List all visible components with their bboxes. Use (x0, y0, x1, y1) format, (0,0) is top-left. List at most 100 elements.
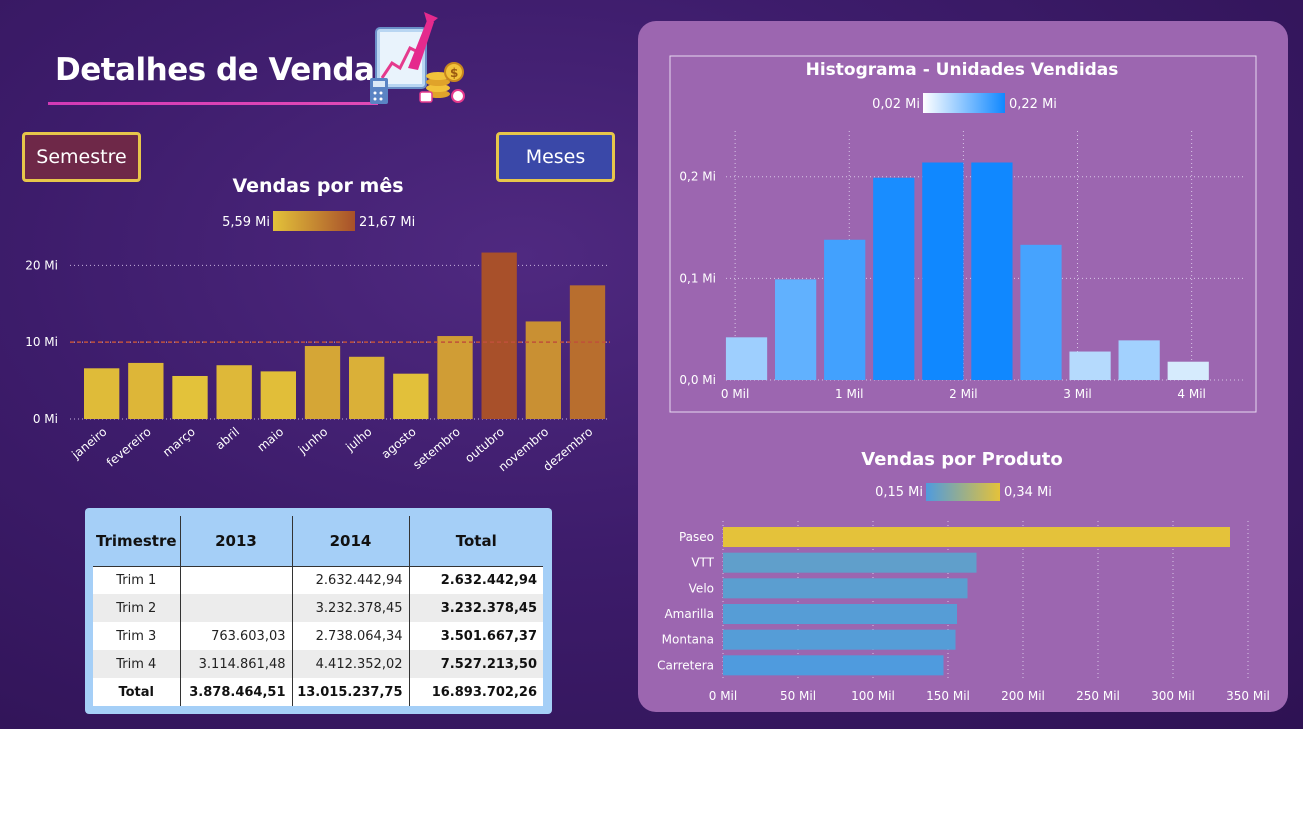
table-row[interactable]: Trim 4 3.114.861,48 4.412.352,02 7.527.2… (93, 650, 543, 678)
x-tick-label: 1 Mil (835, 387, 863, 401)
x-tick-label: 100 Mil (851, 689, 895, 703)
x-tick-label: 150 Mil (926, 689, 970, 703)
histogram-bar[interactable] (971, 162, 1013, 380)
cell-total: 3.501.667,37 (408, 622, 543, 650)
x-tick-label: 2 Mil (949, 387, 977, 401)
column-header-2013[interactable]: 2013 (179, 516, 292, 567)
histogram-legend-max-label: 0,22 Mi (1009, 97, 1057, 112)
cell-2014: 2.632.442,94 (291, 566, 409, 594)
column-header-total[interactable]: Total (408, 516, 543, 567)
histogram-frame (669, 55, 1257, 413)
y-tick-label: 0,0 Mi (679, 373, 716, 387)
row-label: Trim 4 (93, 650, 180, 678)
cell-2014: 3.232.378,45 (291, 594, 409, 622)
bar-vtt[interactable] (723, 552, 977, 573)
cell-2014: 4.412.352,02 (291, 650, 409, 678)
row-label: Trim 1 (93, 566, 180, 594)
cell-total: 7.527.213,50 (408, 650, 543, 678)
x-tick-label: 3 Mil (1063, 387, 1091, 401)
table-total-row[interactable]: Total 3.878.464,51 13.015.237,75 16.893.… (93, 678, 543, 706)
cell-2014: 2.738.064,34 (291, 622, 409, 650)
bar-janeiro[interactable] (84, 368, 120, 419)
histogram-bar[interactable] (873, 177, 915, 380)
monthly-chart-title: Vendas por mês (232, 175, 403, 197)
bar-março[interactable] (172, 375, 208, 419)
column-header-2014[interactable]: 2014 (291, 516, 409, 567)
total-grand: 16.893.702,26 (408, 678, 543, 706)
x-tick-label: 0 Mil (721, 387, 749, 401)
y-tick-label: 0,2 Mi (679, 170, 716, 184)
x-tick-label: 250 Mil (1076, 689, 1120, 703)
x-tick-label: março (160, 425, 198, 460)
histogram-plot-area: 0,0 Mi 0,1 Mi 0,2 Mi 0 Mil 1 Mil 2 Mil 3 Mil 4 … (679, 131, 1243, 401)
x-tick-label: fevereiro (104, 425, 154, 470)
bar-outubro[interactable] (481, 252, 517, 419)
histogram-bar[interactable] (1020, 244, 1062, 380)
monthly-legend-max-label: 21,67 Mi (359, 215, 415, 230)
x-tick-label: 200 Mil (1001, 689, 1045, 703)
y-tick-label: 0 Mi (33, 412, 58, 426)
table-header-row: Trimestre 2013 2014 Total (93, 516, 543, 567)
histogram-bar[interactable] (1118, 340, 1160, 380)
total-2014: 13.015.237,75 (291, 678, 409, 706)
product-legend-gradient (926, 483, 1000, 501)
histogram-bar[interactable] (775, 279, 817, 380)
bar-julho[interactable] (349, 356, 385, 419)
histogram-bar[interactable] (725, 337, 768, 380)
cell-2013: 763.603,03 (179, 622, 292, 650)
bar-abril[interactable] (216, 365, 252, 419)
row-label: Trim 2 (93, 594, 180, 622)
monthly-legend-min-label: 5,59 Mi (222, 215, 270, 230)
histogram-legend-gradient (923, 93, 1005, 113)
table-row[interactable]: Trim 2 3.232.378,45 3.232.378,45 (93, 594, 543, 622)
y-tick-label: 0,1 Mi (679, 271, 716, 285)
svg-text:$: $ (450, 66, 458, 80)
cell-2013 (179, 566, 292, 594)
monthly-legend-gradient (273, 211, 355, 231)
x-tick-label: janeiro (68, 425, 109, 463)
bar-fevereiro[interactable] (128, 362, 164, 419)
units-histogram-chart: Histograma - Unidades Vendidas 0,02 Mi 0… (669, 55, 1257, 413)
table-row[interactable]: Trim 1 2.632.442,94 2.632.442,94 (93, 566, 543, 594)
histogram-bar[interactable] (824, 239, 866, 380)
bar-maio[interactable] (260, 371, 296, 419)
column-header-trimestre[interactable]: Trimestre (93, 516, 180, 567)
bar-amarilla[interactable] (723, 604, 957, 625)
row-label: Trim 3 (93, 622, 180, 650)
product-legend-min-label: 0,15 Mi (875, 485, 923, 500)
total-2013: 3.878.464,51 (179, 678, 292, 706)
bar-velo[interactable] (723, 578, 968, 599)
y-tick-label: 10 Mi (25, 335, 58, 349)
bar-agosto[interactable] (393, 373, 429, 419)
histogram-bar[interactable] (1167, 361, 1209, 380)
product-plot-area: 0 Mil 50 Mil 100 Mil 150 Mil 200 Mil 250 Mil 3… (657, 521, 1270, 703)
histogram-bar[interactable] (1069, 351, 1111, 380)
y-tick-label: Amarilla (664, 607, 714, 621)
dashboard: Detalhes de Vendas $ Semestre Meses Vend… (0, 0, 1303, 729)
table-row[interactable]: Trim 3 763.603,03 2.738.064,34 3.501.667… (93, 622, 543, 650)
bar-novembro[interactable] (525, 321, 561, 419)
bar-setembro[interactable] (437, 336, 473, 419)
bar-dezembro[interactable] (569, 285, 606, 419)
bar-paseo[interactable] (723, 527, 1230, 548)
x-tick-label: dezembro (540, 425, 595, 474)
product-chart-title: Vendas por Produto (861, 449, 1062, 470)
x-tick-label: setembro (410, 425, 463, 472)
product-sales-chart: Vendas por Produto 0,15 Mi 0,34 Mi 0 Mil… (657, 449, 1270, 703)
histogram-bar[interactable] (922, 162, 964, 380)
bar-junho[interactable] (304, 346, 341, 419)
y-tick-label: 20 Mi (25, 258, 58, 272)
y-tick-label: Paseo (679, 530, 714, 544)
meses-button[interactable]: Meses (496, 132, 615, 182)
x-tick-label: julho (342, 425, 374, 455)
x-tick-label: agosto (379, 425, 419, 462)
x-tick-label: junho (295, 425, 330, 458)
bar-montana[interactable] (723, 629, 956, 650)
cell-total: 3.232.378,45 (408, 594, 543, 622)
sales-growth-icon: $ (370, 12, 465, 104)
y-tick-label: VTT (691, 556, 714, 570)
bar-carretera[interactable] (723, 655, 944, 676)
quarterly-sales-table: Trimestre 2013 2014 Total Trim 1 2.632.4… (93, 516, 543, 706)
semestre-button[interactable]: Semestre (22, 132, 141, 182)
title-underline (48, 102, 378, 105)
